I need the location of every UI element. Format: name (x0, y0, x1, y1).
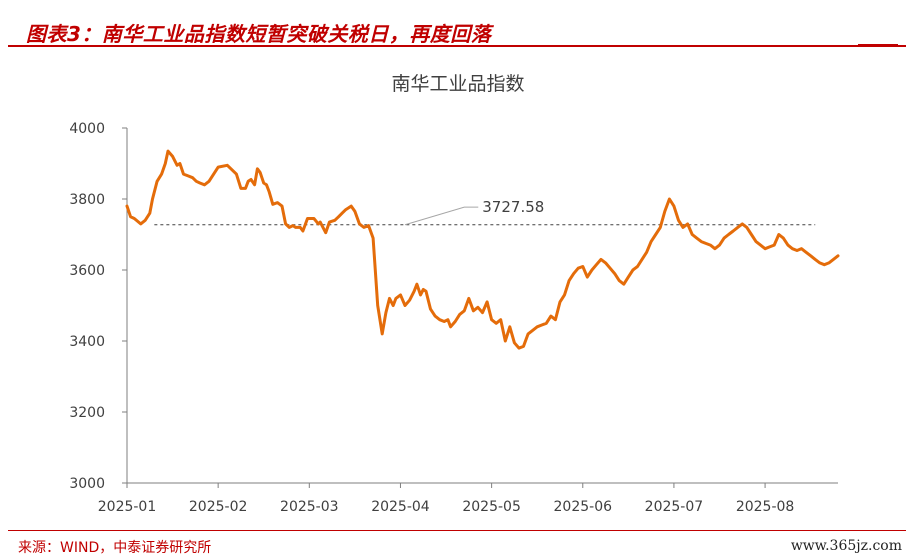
y-tick-label: 3200 (69, 405, 105, 421)
x-axis: 2025-01 2025-02 2025-03 2025-04 2025-05 2025-… (98, 482, 838, 515)
series-line (125, 149, 840, 350)
x-tick-label: 2025-08 (736, 499, 795, 515)
x-tick-label: 2025-01 (98, 499, 157, 515)
y-tick-label: 3800 (69, 192, 105, 208)
reference-line-group: 3727.58 (154, 198, 816, 226)
footer-rule (8, 530, 906, 531)
x-tick-label: 2025-04 (371, 499, 430, 515)
x-tick-label: 2025-03 (280, 499, 339, 515)
chart-title: 南华工业品指数 (391, 73, 524, 95)
y-tick-label: 3000 (69, 476, 105, 492)
y-tick-label: 3600 (69, 263, 105, 279)
x-tick-label: 2025-07 (645, 499, 704, 515)
y-tick-label: 3400 (69, 334, 105, 350)
watermark: www.365jz.com (790, 538, 902, 554)
source-note: 来源：WIND，中泰证券研究所 (18, 540, 212, 556)
x-tick-label: 2025-06 (554, 499, 613, 515)
figure-footer: 来源：WIND，中泰证券研究所 www.365jz.com (0, 530, 914, 560)
header-rule (8, 45, 906, 47)
reference-callout-leader (404, 206, 479, 226)
figure-header: 图表3：南华工业品指数短暂突破关税日，再度回落 (8, 14, 906, 48)
figure-header-title: 图表3：南华工业品指数短暂突破关税日，再度回落 (26, 22, 492, 46)
x-tick-label: 2025-02 (189, 499, 248, 515)
series-group (125, 149, 840, 350)
header-notch (858, 44, 898, 47)
x-tick-label: 2025-05 (462, 499, 521, 515)
reference-line-label: 3727.58 (482, 198, 544, 216)
y-axis: 3000 3200 3400 3600 3800 4000 (69, 121, 128, 492)
y-tick-label: 4000 (69, 121, 105, 137)
